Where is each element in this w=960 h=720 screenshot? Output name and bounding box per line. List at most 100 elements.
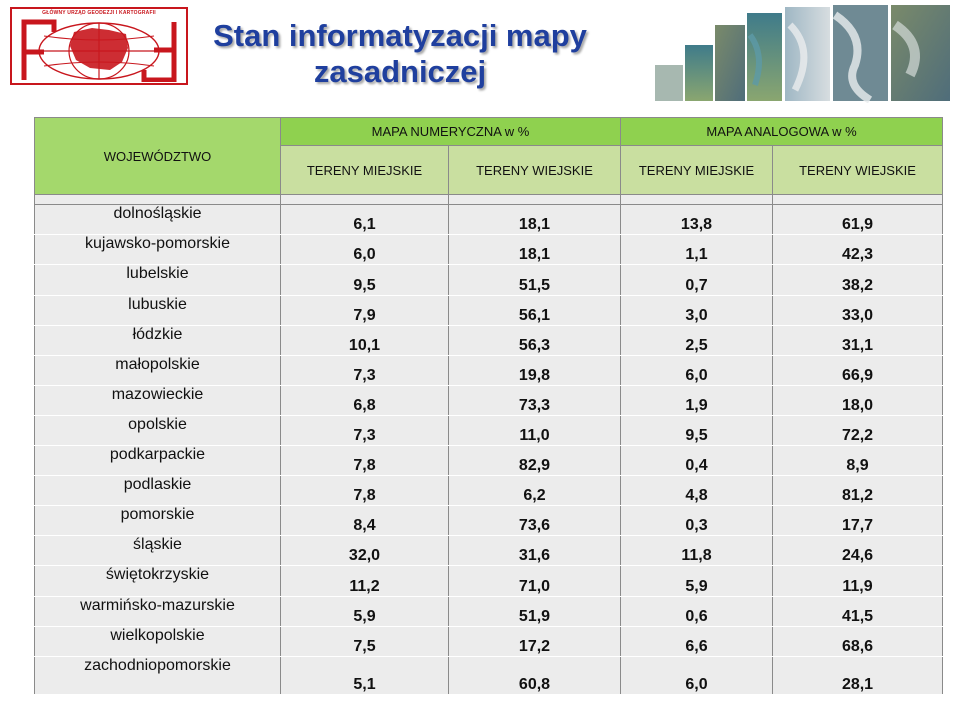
region-name-cell: świętokrzyskie [34,565,281,597]
value-cell: 7,8 [280,475,449,507]
value-cell: 5,1 [280,655,449,696]
value-cell: 0,6 [620,595,773,627]
value-cell: 24,6 [771,535,944,567]
value-cell: 0,4 [620,445,773,477]
value-cell: 17,7 [771,505,944,537]
table-row: wielkopolskie 7,5 17,2 6,6 68,6 [34,625,944,657]
value-cell: 28,1 [771,655,944,696]
value-cell: 73,3 [448,384,621,416]
table-body: dolnośląskie 6,1 18,1 13,8 61,9 kujawsko-pomo… [34,204,944,696]
value-cell: 18,1 [448,234,621,266]
table-row: warmińsko-mazurskie 5,9 51,9 0,6 41,5 [34,595,944,627]
value-cell: 18,1 [448,204,621,236]
value-cell: 5,9 [620,565,773,597]
region-name-cell: małopolskie [34,354,281,386]
header-region: WOJEWÓDZTWO [34,116,281,196]
region-name-cell: łódzkie [34,324,281,356]
region-name-cell: lubelskie [34,264,281,296]
value-cell: 6,0 [280,234,449,266]
table-row: lubelskie 9,5 51,5 0,7 38,2 [34,264,944,296]
value-cell: 18,0 [771,384,944,416]
value-cell: 38,2 [771,264,944,296]
value-cell: 17,2 [448,625,621,657]
value-cell: 6,6 [620,625,773,657]
value-cell: 11,0 [448,414,621,447]
title-line-2: zasadniczej [313,54,487,89]
value-cell: 51,9 [448,595,621,627]
table-row: podlaskie 7,8 6,2 4,8 81,2 [34,475,944,507]
value-cell: 8,4 [280,505,449,537]
value-cell: 31,1 [771,324,944,356]
voivodeship-map-table: WOJEWÓDZTWO MAPA NUMERYCZNA w % MAPA ANA… [34,116,944,696]
value-cell: 61,9 [771,204,944,236]
value-cell: 9,5 [620,414,773,447]
value-cell: 51,5 [448,264,621,296]
value-cell: 9,5 [280,264,449,296]
table-row: dolnośląskie 6,1 18,1 13,8 61,9 [34,204,944,236]
value-cell: 4,8 [620,475,773,507]
value-cell: 8,9 [771,445,944,477]
region-name-cell: zachodniopomorskie [34,655,281,696]
table-row: podkarpackie 7,8 82,9 0,4 8,9 [34,445,944,477]
value-cell: 7,3 [280,354,449,386]
value-cell: 56,3 [448,324,621,356]
value-cell: 11,8 [620,535,773,567]
value-cell: 68,6 [771,625,944,657]
region-name-cell: śląskie [34,535,281,567]
table-row: zachodniopomorskie 5,1 60,8 6,0 28,1 [34,655,944,696]
region-name-cell: warmińsko-mazurskie [34,595,281,627]
table-row: małopolskie 7,3 19,8 6,0 66,9 [34,354,944,386]
value-cell: 7,8 [280,445,449,477]
value-cell: 5,9 [280,595,449,627]
table-row: śląskie 32,0 31,6 11,8 24,6 [34,535,944,567]
region-name-cell: dolnośląskie [34,204,281,236]
value-cell: 31,6 [448,535,621,567]
table-row: łódzkie 10,1 56,3 2,5 31,1 [34,324,944,356]
region-name-cell: kujawsko-pomorskie [34,234,281,266]
logo-emblem-icon [14,18,184,82]
value-cell: 2,5 [620,324,773,356]
value-cell: 42,3 [771,234,944,266]
value-cell: 13,8 [620,204,773,236]
value-cell: 73,6 [448,505,621,537]
value-cell: 41,5 [771,595,944,627]
value-cell: 1,9 [620,384,773,416]
region-name-cell: podkarpackie [34,445,281,477]
value-cell: 7,3 [280,414,449,447]
value-cell: 71,0 [448,565,621,597]
value-cell: 0,7 [620,264,773,296]
satellite-mosaic-image [655,5,950,103]
title-line-1: Stan informatyzacji mapy [213,18,587,53]
subheader-analog-rural: TERENY WIEJSKIE [771,145,944,196]
table-row: lubuskie 7,9 56,1 3,0 33,0 [34,294,944,326]
value-cell: 6,2 [448,475,621,507]
header-analog-map: MAPA ANALOGOWA w % [619,116,944,147]
value-cell: 0,3 [620,505,773,537]
value-cell: 10,1 [280,324,449,356]
value-cell: 33,0 [771,294,944,326]
region-name-cell: wielkopolskie [34,625,281,657]
table-row: świętokrzyskie 11,2 71,0 5,9 11,9 [34,565,944,597]
table-row: opolskie 7,3 11,0 9,5 72,2 [34,414,944,447]
table-row: kujawsko-pomorskie 6,0 18,1 1,1 42,3 [34,234,944,266]
region-name-cell: mazowieckie [34,384,281,416]
value-cell: 7,5 [280,625,449,657]
value-cell: 82,9 [448,445,621,477]
subheader-digital-urban: TERENY MIEJSKIE [280,145,449,196]
value-cell: 11,2 [280,565,449,597]
value-cell: 66,9 [771,354,944,386]
region-name-cell: opolskie [34,414,281,447]
value-cell: 7,9 [280,294,449,326]
value-cell: 1,1 [620,234,773,266]
value-cell: 6,1 [280,204,449,236]
region-name-cell: lubuskie [34,294,281,326]
value-cell: 6,8 [280,384,449,416]
value-cell: 72,2 [771,414,944,447]
subheader-analog-urban: TERENY MIEJSKIE [620,145,773,196]
value-cell: 19,8 [448,354,621,386]
value-cell: 6,0 [620,655,773,696]
logo-text: GŁÓWNY URZĄD GEODEZJI I KARTOGRAFII [42,10,156,16]
region-name-cell: pomorskie [34,505,281,537]
table-row: mazowieckie 6,8 73,3 1,9 18,0 [34,384,944,416]
value-cell: 32,0 [280,535,449,567]
